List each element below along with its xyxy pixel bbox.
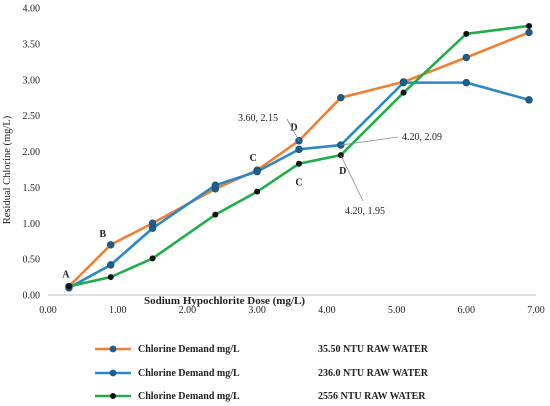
series-1-marker: [107, 241, 115, 249]
callout-label: 4.20, 1.95: [345, 206, 385, 217]
series-2-marker: [253, 167, 261, 176]
x-tick-label: 1.00: [109, 305, 127, 316]
y-tick-label: 2.00: [23, 147, 41, 158]
x-tick-label: 0.00: [39, 305, 57, 316]
y-tick-label: 0.00: [23, 291, 41, 302]
series-1-marker: [337, 93, 345, 102]
point-label: C: [250, 153, 257, 164]
series-3-marker: [254, 188, 261, 195]
legend-swatch-marker: [109, 369, 117, 377]
series-layer: [65, 22, 533, 292]
x-axis-title: Sodium Hypochlorite Dose (mg/L): [144, 295, 305, 307]
series-2-marker: [107, 261, 115, 269]
x-tick-label: 3.00: [248, 305, 266, 316]
annotation-layer: A B C D C D 3.60, 2.15 4.20, 2.09 4.20, 1.95: [62, 113, 442, 280]
point-label: C: [295, 178, 302, 189]
series-2-marker: [525, 96, 533, 104]
series-2-marker: [295, 145, 303, 154]
legend-series-name: Chlorine Demand mg/L: [138, 391, 240, 402]
legend-series-note: 236.0 NTU RAW WATER: [318, 368, 429, 379]
y-tick-label: 1.50: [23, 183, 41, 194]
series-2-marker: [462, 78, 470, 87]
callout-label: 4.20, 2.09: [402, 132, 442, 143]
series-3-marker: [526, 22, 533, 29]
y-tick-label: 4.00: [23, 4, 41, 15]
series-line-2: [68, 81, 530, 289]
legend-swatch-marker: [110, 393, 116, 399]
y-tick-label: 3.00: [23, 75, 41, 86]
y-axis-title: Residual Chlorine (mg/L): [2, 115, 13, 224]
y-tick-label: 2.50: [23, 111, 41, 122]
callout-leader: [340, 136, 399, 146]
point-label: D: [290, 123, 297, 134]
series-1-marker: [525, 28, 533, 37]
legend: Chlorine Demand mg/L 35.50 NTU RAW WATER C…: [95, 344, 429, 402]
legend-swatch-marker: [109, 345, 117, 353]
x-tick-label: 7.00: [527, 305, 545, 316]
legend-series-name: Chlorine Demand mg/L: [138, 368, 240, 379]
series-2-marker: [211, 181, 220, 189]
series-3-marker: [212, 211, 219, 218]
series-3-marker: [107, 274, 114, 281]
y-tick-label: 3.50: [23, 39, 41, 50]
x-tick-label: 4.00: [318, 305, 336, 316]
y-tick-label: 1.00: [23, 219, 41, 230]
callout-leader: [286, 118, 300, 141]
x-tick-label: 5.00: [388, 305, 406, 316]
series-3-marker: [295, 160, 302, 167]
series-2-marker: [148, 224, 157, 232]
series-1-marker: [462, 53, 470, 62]
series-line-3: [68, 24, 530, 288]
series-3-marker: [463, 30, 470, 37]
callout-label: 3.60, 2.15: [238, 113, 278, 124]
legend-series-note: 2556 NTU RAW WATER: [318, 391, 426, 402]
x-tick-label: 2.00: [179, 305, 197, 316]
y-tick-label: 0.50: [23, 255, 41, 266]
series-1-marker: [295, 137, 303, 145]
series-2-marker: [399, 78, 408, 87]
legend-series-note: 35.50 NTU RAW WATER: [318, 344, 429, 355]
callout-leader: [340, 154, 364, 202]
series-3-marker: [400, 89, 407, 96]
point-label: B: [99, 229, 106, 240]
series-3-marker: [65, 283, 72, 290]
point-label: A: [62, 269, 70, 280]
series-line-1: [67, 31, 530, 288]
x-tick-label: 6.00: [458, 305, 476, 316]
legend-series-name: Chlorine Demand mg/L: [138, 344, 240, 355]
axes: 0.00 1.00 2.00 3.00 4.00 5.00 6.00 7.00 0.00 0.50…: [23, 4, 545, 317]
point-label: D: [339, 166, 346, 177]
series-3-marker: [149, 255, 156, 262]
